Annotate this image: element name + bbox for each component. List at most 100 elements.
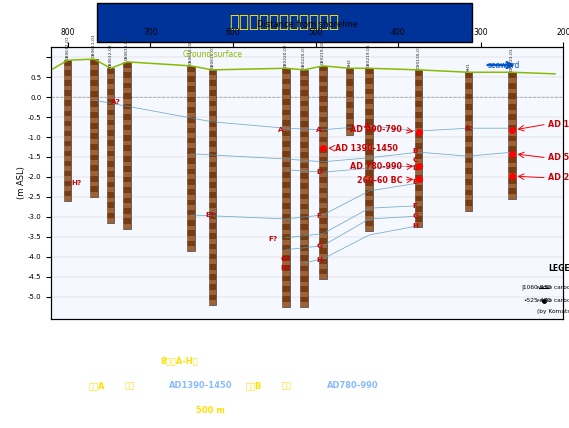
Bar	[300, 282, 308, 286]
Text: radio carbon age (cal yr BP, 2 sigma): radio carbon age (cal yr BP, 2 sigma)	[537, 285, 569, 290]
Bar	[319, 203, 327, 208]
Text: G: G	[316, 243, 323, 249]
Bar	[282, 116, 290, 120]
Text: 志島低地の堆積物と年代: 志島低地の堆積物と年代	[229, 12, 340, 30]
Bar	[319, 112, 327, 116]
Bar	[282, 282, 290, 286]
Bar	[465, 196, 472, 200]
Text: 260-60 BC: 260-60 BC	[357, 175, 402, 184]
Bar	[107, 136, 114, 140]
Bar	[300, 158, 308, 163]
Bar	[107, 105, 114, 110]
Bar	[465, 185, 472, 190]
Text: H?: H?	[72, 180, 82, 186]
Bar	[365, 68, 373, 231]
Bar	[209, 249, 216, 254]
Bar	[282, 199, 290, 203]
Bar	[107, 218, 114, 223]
Bar	[90, 59, 98, 197]
Bar	[209, 127, 216, 131]
Text: F: F	[316, 213, 321, 219]
Bar	[209, 300, 216, 305]
Bar	[319, 132, 327, 137]
Bar	[282, 271, 290, 276]
Bar	[64, 196, 72, 201]
Bar	[64, 60, 72, 201]
Bar	[319, 183, 327, 187]
Bar	[209, 167, 216, 172]
Bar	[282, 302, 290, 307]
Bar	[123, 203, 131, 208]
Text: AD 780-990: AD 780-990	[351, 163, 402, 172]
Bar	[508, 184, 516, 188]
Text: 直下: 直下	[282, 381, 292, 390]
Bar	[107, 125, 114, 130]
Bar	[209, 290, 216, 294]
Bar	[300, 302, 308, 307]
Bar	[319, 66, 327, 279]
Text: 080219-01: 080219-01	[367, 43, 371, 67]
Text: AD1390-1450: AD1390-1450	[169, 381, 233, 390]
Bar	[365, 216, 373, 221]
Bar	[282, 84, 290, 89]
Bar	[90, 150, 98, 155]
Bar	[465, 153, 472, 158]
Text: AD 990-790: AD 990-790	[351, 125, 402, 134]
Bar	[209, 70, 216, 305]
Text: A: A	[364, 123, 370, 129]
Bar	[508, 141, 516, 146]
Bar	[415, 170, 422, 175]
Bar	[187, 236, 195, 241]
Text: G?: G?	[281, 256, 291, 262]
Y-axis label: (m ASL): (m ASL)	[17, 166, 26, 199]
Bar	[282, 250, 290, 255]
Bar	[209, 270, 216, 274]
Bar	[282, 157, 290, 162]
Bar	[209, 219, 216, 223]
Text: 090123-01: 090123-01	[510, 47, 514, 71]
Bar	[508, 120, 516, 125]
Bar	[415, 128, 422, 133]
Bar	[365, 226, 373, 231]
Bar	[107, 156, 114, 161]
Bar	[508, 163, 516, 167]
Bar	[319, 214, 327, 218]
Bar	[300, 178, 308, 183]
Bar	[300, 271, 308, 276]
Text: F?: F?	[269, 236, 278, 242]
Bar	[187, 123, 195, 128]
Bar	[365, 196, 373, 200]
Bar	[107, 187, 114, 192]
Bar	[465, 131, 472, 136]
Text: AD 250-420: AD 250-420	[549, 173, 569, 182]
Bar	[508, 110, 516, 115]
Text: G: G	[412, 213, 418, 219]
Text: の: の	[116, 381, 120, 390]
Bar	[365, 84, 373, 89]
Bar	[282, 188, 290, 193]
Bar	[415, 212, 422, 217]
Bar	[282, 229, 290, 234]
Bar	[123, 110, 131, 114]
Bar	[123, 141, 131, 146]
Text: 080220-01: 080220-01	[302, 45, 306, 68]
Bar	[465, 99, 472, 104]
Bar	[508, 131, 516, 136]
Bar	[107, 68, 114, 223]
Bar	[319, 173, 327, 178]
Bar	[300, 261, 308, 266]
Text: E: E	[412, 179, 417, 185]
Bar	[415, 76, 422, 80]
Bar	[508, 99, 516, 104]
Bar	[123, 68, 131, 72]
Bar	[300, 75, 308, 80]
Bar	[187, 205, 195, 210]
Text: 砂層A: 砂層A	[88, 381, 105, 390]
Bar	[209, 86, 216, 90]
Bar	[365, 135, 373, 140]
Bar	[123, 224, 131, 229]
Text: (by Komatsubara and Okamura, 2007): (by Komatsubara and Okamura, 2007)	[537, 309, 569, 314]
Bar	[319, 234, 327, 238]
Bar	[187, 195, 195, 199]
Bar	[209, 178, 216, 182]
